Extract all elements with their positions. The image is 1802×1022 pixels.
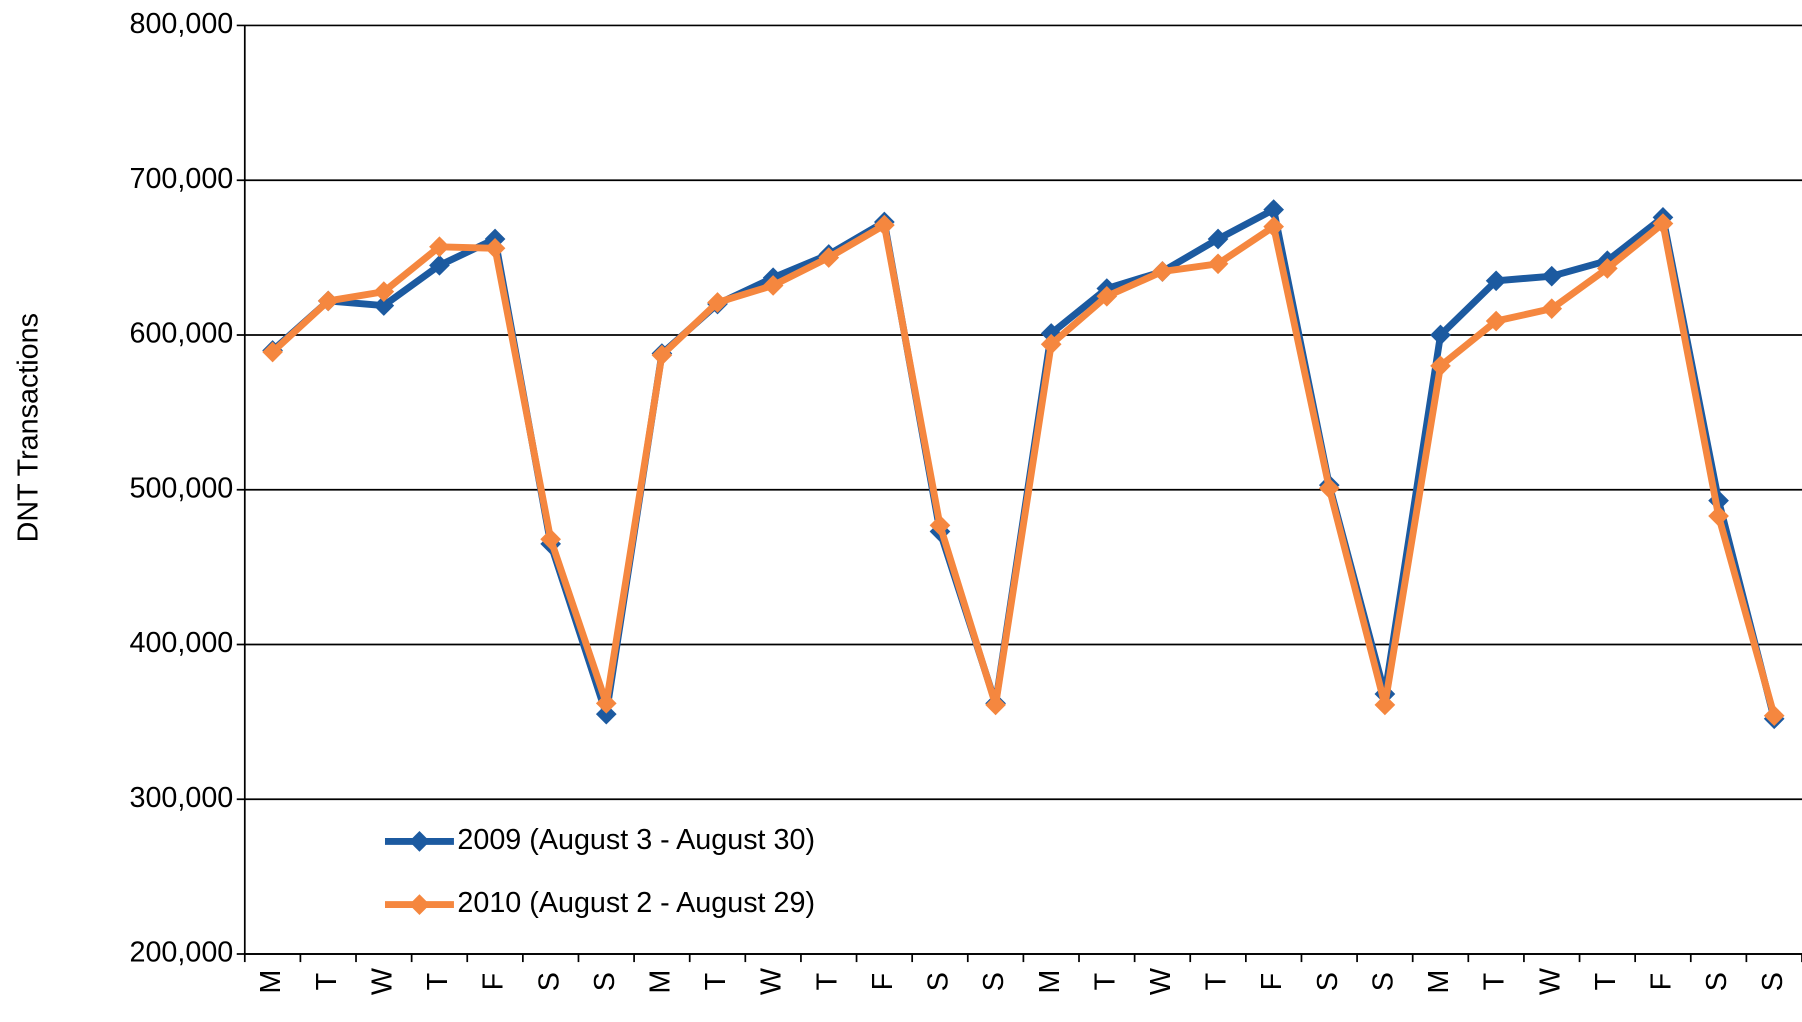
y-tick-label: 500,000	[129, 472, 233, 504]
series-line	[270, 220, 1778, 717]
data-point	[985, 694, 1006, 716]
x-tick-label: F	[867, 973, 899, 991]
legend-marker	[409, 831, 430, 852]
x-tick-label: S	[923, 972, 955, 991]
data-point	[1708, 505, 1729, 527]
y-tick-label: 200,000	[129, 937, 233, 969]
x-tick-label: T	[1201, 973, 1233, 991]
legend-label: 2010 (August 2 - August 29)	[457, 887, 815, 919]
data-point	[595, 703, 617, 725]
x-tick-label: S	[1312, 972, 1344, 991]
x-tick-label: W	[366, 967, 398, 995]
x-tick-label: S	[1701, 972, 1733, 991]
legend-label: 2009 (August 3 - August 30)	[457, 824, 815, 856]
data-point	[1318, 477, 1340, 499]
data-point	[484, 237, 506, 259]
x-tick-label: F	[1256, 973, 1288, 991]
x-tick-label: T	[1479, 973, 1511, 991]
data-point	[1096, 285, 1118, 307]
data-point	[373, 295, 395, 316]
data-point	[373, 281, 395, 302]
x-tick-label: W	[1145, 967, 1177, 995]
data-point	[1763, 705, 1785, 727]
x-tick-label: M	[644, 970, 676, 994]
x-tick-label: W	[1534, 967, 1566, 995]
x-tick-label: M	[255, 970, 287, 994]
y-tick-label: 300,000	[129, 782, 233, 814]
x-tick-label: F	[1646, 973, 1678, 991]
data-point	[1374, 694, 1396, 716]
data-point	[1485, 310, 1507, 332]
x-tick-label: W	[756, 967, 788, 995]
x-tick-label: S	[1757, 972, 1789, 991]
x-tick-label: S	[1367, 972, 1399, 991]
data-point	[429, 236, 450, 258]
y-tick-label: 400,000	[129, 627, 233, 659]
data-point	[1541, 265, 1563, 287]
x-tick-label: T	[422, 973, 454, 991]
data-point	[595, 692, 617, 714]
data-point	[762, 275, 784, 296]
x-tick-label: T	[811, 973, 843, 991]
x-tick-label: F	[478, 973, 510, 991]
data-point	[1040, 333, 1062, 355]
y-axis-label: DNT Transactions	[12, 313, 44, 542]
x-tick-label: S	[978, 972, 1010, 991]
y-tick-label: 700,000	[129, 163, 233, 195]
data-point	[1207, 228, 1229, 250]
data-point	[540, 528, 562, 550]
x-tick-label: T	[311, 973, 343, 991]
x-tick-label: T	[1590, 973, 1622, 991]
y-tick-label: 600,000	[129, 318, 233, 350]
x-tick-label: T	[1089, 973, 1121, 991]
data-point	[1263, 216, 1285, 237]
x-tick-label: S	[533, 972, 565, 991]
y-tick-label: 800,000	[129, 8, 233, 40]
data-point	[1652, 213, 1674, 234]
legend-marker	[409, 894, 430, 915]
x-tick-label: T	[700, 973, 732, 991]
data-point	[929, 514, 951, 536]
x-tick-label: M	[1034, 970, 1066, 994]
x-tick-label: S	[589, 972, 621, 991]
x-tick-label: M	[1423, 970, 1455, 994]
data-point	[651, 344, 673, 366]
data-point	[707, 292, 728, 313]
series-line	[270, 206, 1778, 720]
data-point	[1430, 355, 1451, 377]
data-point	[1430, 324, 1451, 346]
